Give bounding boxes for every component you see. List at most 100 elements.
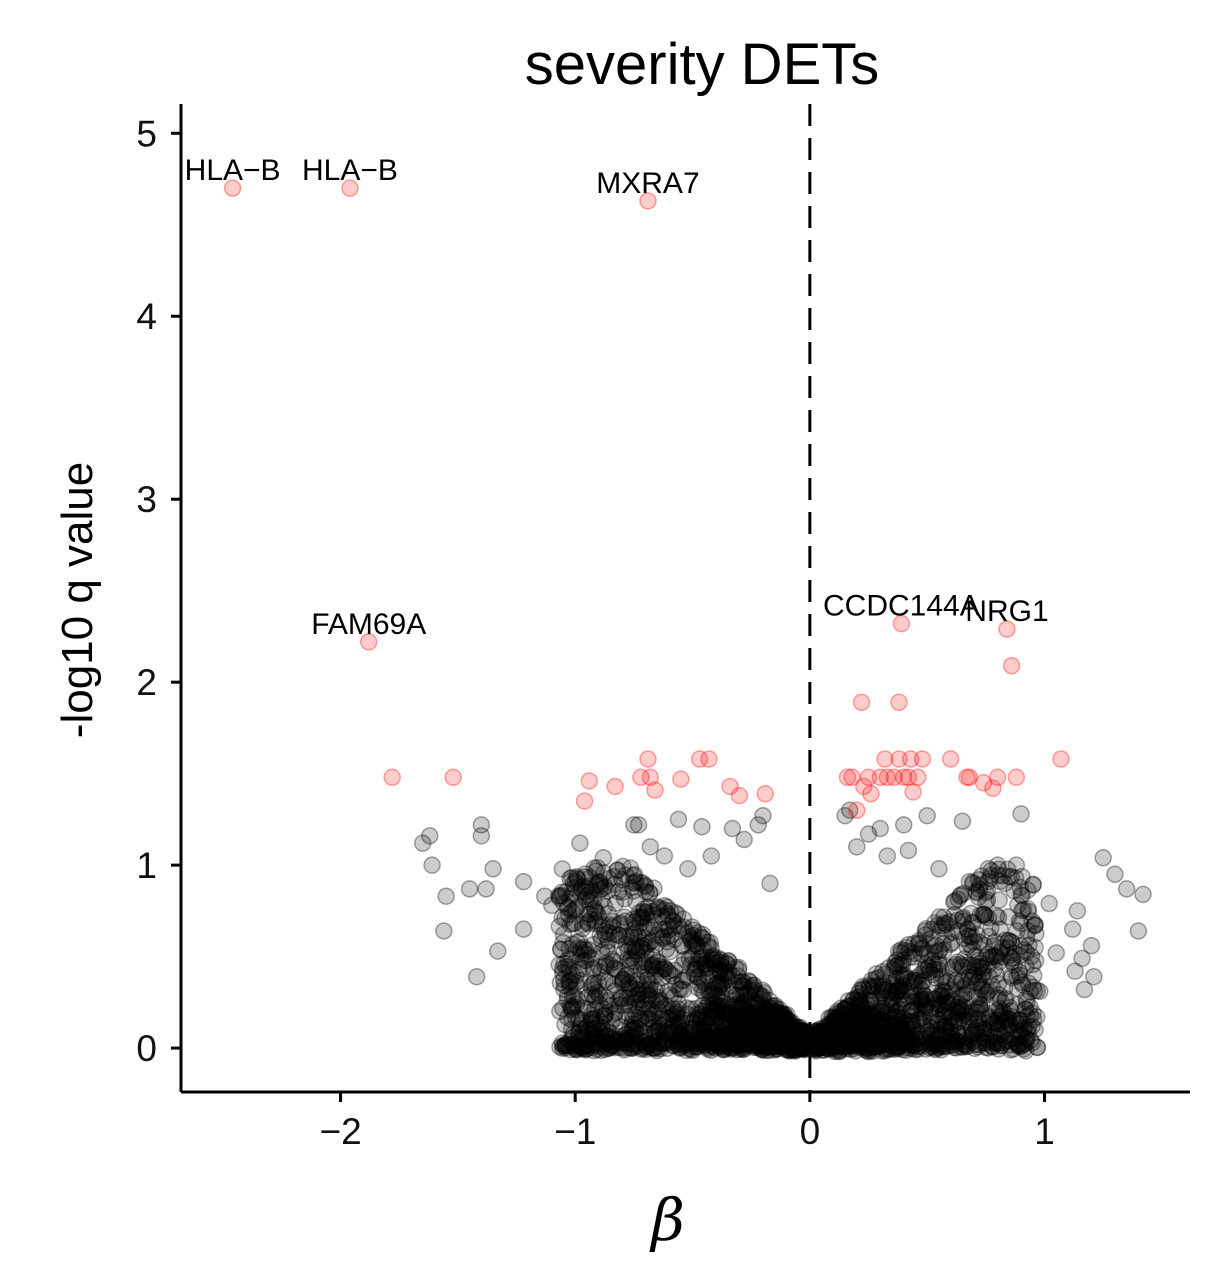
data-point [754,806,772,825]
data-point [1002,968,1021,987]
data-point [640,883,659,902]
data-point [591,996,609,1014]
labeled-points [223,179,1016,651]
data-point [781,1021,799,1040]
data-point [955,1036,974,1055]
data-point [786,1042,804,1060]
data-point [882,999,901,1017]
data-point [696,1015,714,1033]
data-point [789,1028,807,1047]
data-point [933,919,952,937]
data-point [934,996,953,1014]
data-point [889,1001,908,1019]
data-point [1010,963,1029,981]
data-point [867,1003,886,1021]
significant-point [904,783,922,801]
data-point [628,1035,646,1053]
significant-point [1002,656,1021,675]
data-point [895,1026,913,1044]
data-point [826,1036,845,1055]
y-tick-label: 5 [136,113,157,154]
data-point [754,1031,772,1050]
data-point [931,1036,950,1055]
data-point [576,1037,594,1056]
data-point [881,1032,899,1050]
data-point [767,1018,785,1037]
data-point [656,960,675,978]
data-point [752,1021,771,1039]
data-point [806,1027,825,1045]
data-point [991,1003,1010,1021]
data-point [700,1031,718,1050]
data-point [977,985,995,1004]
data-point [938,972,956,991]
data-point [727,1024,745,1043]
significant-point [639,750,657,768]
data-point [778,1005,796,1024]
data-point [817,1039,836,1057]
data-point [650,1016,668,1034]
data-point [835,1032,854,1051]
data-point [571,971,589,990]
data-point [989,1020,1008,1039]
data-point [825,1038,844,1056]
data-point [625,924,644,942]
data-point [644,956,662,975]
data-point [777,1018,796,1037]
data-point [892,982,911,1000]
data-point [1009,1024,1027,1043]
data-point [851,981,869,1000]
data-point [688,1035,706,1053]
data-point [708,964,727,982]
data-point [734,1016,753,1035]
data-point [941,1023,960,1042]
data-point [857,1039,876,1058]
data-point [909,1040,927,1058]
data-point [994,1004,1012,1023]
data-point [726,1025,745,1044]
data-point [605,982,624,1000]
outlier-points [413,801,1152,1001]
data-point [782,1034,801,1052]
data-point [702,950,721,969]
data-point [1008,967,1026,986]
data-point [787,1037,806,1056]
data-point [785,1029,804,1047]
data-point [608,1030,627,1048]
data-point [637,1040,655,1059]
data-point [575,1037,594,1055]
data-point [581,910,600,928]
data-point [814,1028,832,1046]
data-point [898,1033,916,1051]
data-point [924,1031,943,1049]
data-point [559,1008,577,1027]
data-point [945,906,964,924]
data-point [639,960,658,978]
data-point [969,958,988,976]
data-point [873,1010,891,1029]
data-point [608,861,626,880]
data-point [918,1026,936,1044]
data-point [988,856,1007,874]
data-point [724,1023,742,1042]
data-point [618,1035,637,1053]
data-point [585,1029,604,1047]
significant-point [862,785,880,803]
gene-label: HLA−B [185,154,281,187]
data-point [715,1028,733,1047]
data-point [819,1017,837,1036]
data-point [1106,865,1124,884]
data-point [761,874,779,893]
data-point [754,990,772,1008]
data-point [583,985,601,1004]
data-point [621,859,640,877]
data-point [704,947,722,965]
data-point [780,1016,799,1034]
data-point [576,1036,595,1054]
data-point [567,966,585,985]
data-point [669,1014,687,1032]
data-point [1129,922,1148,940]
data-point [598,1026,617,1045]
data-point [641,1000,659,1018]
data-point [722,1039,740,1057]
